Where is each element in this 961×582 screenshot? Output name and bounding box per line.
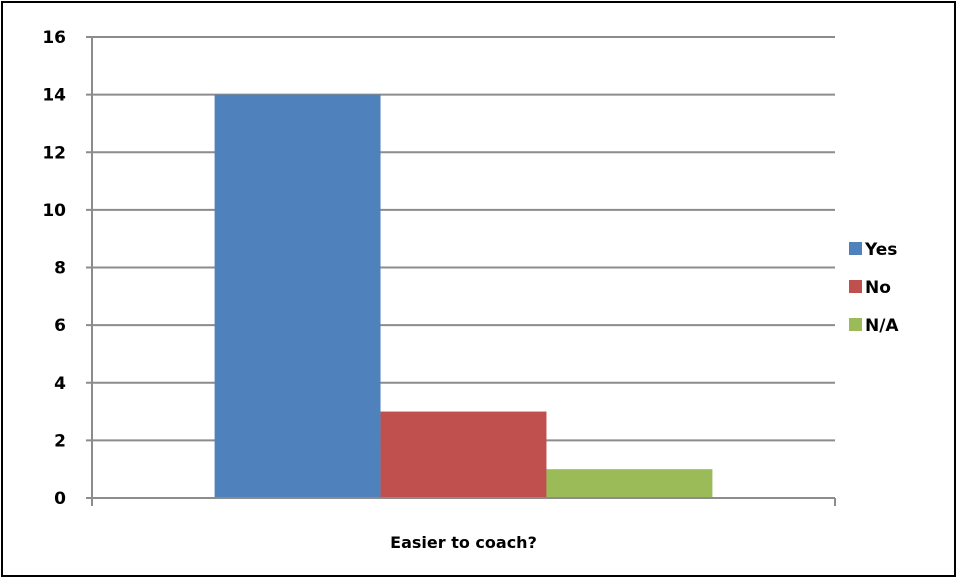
y-tick-label: 4	[54, 374, 66, 394]
y-tick-label: 12	[42, 143, 66, 163]
legend-label: Yes	[864, 240, 897, 260]
y-tick-label: 8	[54, 259, 66, 279]
x-category-labels: Easier to coach?	[390, 533, 537, 552]
y-tick-label: 14	[42, 86, 66, 106]
bars	[214, 94, 713, 498]
y-tick-label: 0	[54, 489, 66, 509]
y-tick-label: 6	[54, 316, 66, 336]
bar-no	[380, 411, 547, 498]
legend: Yes No N/A	[849, 240, 899, 336]
x-category-label: Easier to coach?	[390, 533, 537, 552]
y-tick-label: 10	[42, 201, 66, 221]
legend-swatch-yes	[849, 242, 862, 255]
y-tick-labels: 0 2 4 6 8 10 12 14 16	[42, 28, 66, 509]
legend-label: No	[865, 278, 891, 298]
legend-swatch-no	[849, 280, 862, 293]
axes	[86, 36, 836, 506]
legend-swatch-n-a	[849, 318, 862, 331]
bar-n-a	[546, 469, 713, 498]
legend-label: N/A	[865, 316, 899, 336]
gridlines	[92, 36, 835, 442]
bar-yes	[214, 94, 381, 498]
y-tick-label: 16	[42, 28, 66, 48]
y-tick-label: 2	[54, 431, 66, 451]
